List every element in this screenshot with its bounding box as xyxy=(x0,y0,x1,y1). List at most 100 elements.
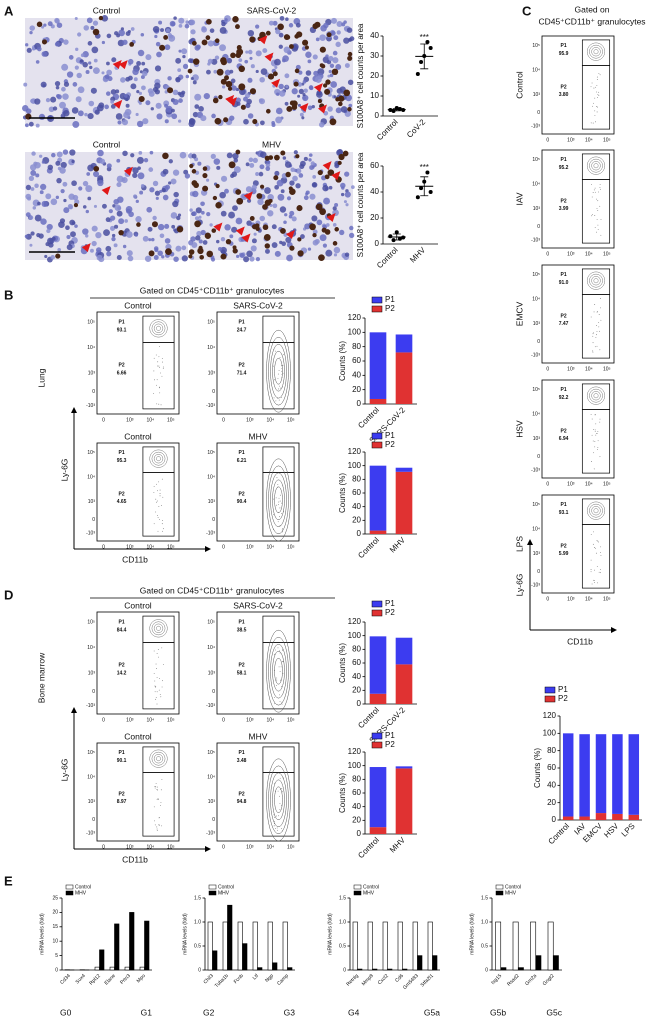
nucleus xyxy=(27,196,32,201)
nucleus xyxy=(101,40,106,45)
stained-cell xyxy=(274,154,280,161)
plot-title: SARS-CoV-2 xyxy=(233,600,283,610)
event xyxy=(598,73,600,75)
stained-cell xyxy=(249,88,257,95)
event xyxy=(592,105,594,107)
stained-cell xyxy=(315,203,323,211)
nucleus xyxy=(200,115,207,122)
x-tick-label: 10⁵ xyxy=(167,417,175,423)
y-axis-label: mRNA levels (fold) xyxy=(182,913,188,955)
nucleus xyxy=(57,248,61,252)
x-tick-label: Ngp xyxy=(264,973,275,984)
nucleus xyxy=(106,69,113,76)
y-tick-label: -10³ xyxy=(206,403,215,409)
plot-frame xyxy=(541,264,615,364)
nucleus xyxy=(219,44,226,52)
y-tick-label: 10⁴ xyxy=(87,345,95,351)
event xyxy=(281,374,283,376)
event xyxy=(276,815,277,817)
nucleus xyxy=(260,120,265,126)
stained-cell xyxy=(329,118,337,126)
event xyxy=(156,379,158,381)
bar-segment xyxy=(395,352,413,404)
nucleus xyxy=(31,151,36,156)
nucleus xyxy=(108,209,113,214)
nucleus xyxy=(209,28,215,33)
bar-segment xyxy=(369,827,387,834)
y-tick-label: 80 xyxy=(547,746,556,755)
plot-frame xyxy=(216,311,300,415)
event xyxy=(595,198,597,200)
x-tick-label: 10³ xyxy=(126,544,134,550)
contour xyxy=(589,44,603,59)
x-tick-label: Stfa2l1 xyxy=(420,973,435,988)
nucleus xyxy=(72,120,80,128)
y-tick-label: -10³ xyxy=(206,830,215,836)
nucleus xyxy=(327,106,333,112)
stained-cell xyxy=(272,71,278,77)
y-tick-label: 0 xyxy=(92,389,95,395)
event xyxy=(158,677,160,679)
event xyxy=(275,685,277,687)
nucleus xyxy=(117,120,122,125)
gate-name: P2 xyxy=(119,362,125,368)
event xyxy=(153,486,155,487)
y-tick-label: 0 xyxy=(92,517,95,523)
nucleus xyxy=(328,185,333,190)
contour xyxy=(586,42,606,61)
tissue-label: Bone marrow xyxy=(36,652,46,703)
nucleus xyxy=(249,162,255,168)
stained-cell xyxy=(267,73,275,80)
event xyxy=(159,372,161,374)
stained-cell xyxy=(289,245,295,251)
contour xyxy=(266,458,291,542)
nucleus xyxy=(45,97,51,103)
bar-segment xyxy=(369,398,387,404)
gate-name: P2 xyxy=(561,84,567,90)
plot-title: Control xyxy=(124,731,152,741)
event xyxy=(599,188,601,190)
nucleus xyxy=(62,149,69,155)
legend-swatch xyxy=(353,890,362,896)
arrowhead xyxy=(81,243,91,253)
nucleus xyxy=(280,189,285,194)
nucleus xyxy=(251,238,257,244)
event xyxy=(282,372,284,374)
gate-p2 xyxy=(581,294,611,359)
gate-value: 7.47 xyxy=(559,321,569,327)
stained-cell xyxy=(73,203,79,208)
arrowhead xyxy=(123,166,133,176)
nucleus xyxy=(155,196,159,200)
nucleus xyxy=(164,184,171,190)
x-tick-label: 10³ xyxy=(246,717,254,723)
y-tick-label: 60 xyxy=(352,356,361,365)
nucleus xyxy=(156,113,163,120)
group-label: G1 xyxy=(141,1007,153,1017)
legend-label: P1 xyxy=(385,731,395,740)
event xyxy=(599,421,601,423)
y-tick-label: 10³ xyxy=(533,92,541,98)
nucleus xyxy=(288,214,293,219)
event xyxy=(274,816,275,818)
event xyxy=(154,691,156,693)
y-tick-label: 60 xyxy=(547,763,556,772)
contour xyxy=(274,657,283,685)
contour xyxy=(270,472,287,528)
nucleus xyxy=(135,199,139,204)
event xyxy=(593,311,595,313)
x-tick-label: 0 xyxy=(546,481,549,487)
nucleus xyxy=(91,225,98,232)
nucleus xyxy=(285,236,292,243)
contour xyxy=(151,321,166,336)
nucleus xyxy=(182,63,189,69)
nucleus xyxy=(167,33,173,38)
contour xyxy=(151,621,166,636)
gate-name: P1 xyxy=(119,620,125,626)
nucleus xyxy=(87,196,92,201)
row-label: Control xyxy=(514,71,524,99)
nucleus xyxy=(62,181,68,187)
nucleus xyxy=(95,231,102,239)
stained-cell xyxy=(285,171,291,178)
bar-segment xyxy=(395,471,413,534)
event xyxy=(278,497,280,499)
